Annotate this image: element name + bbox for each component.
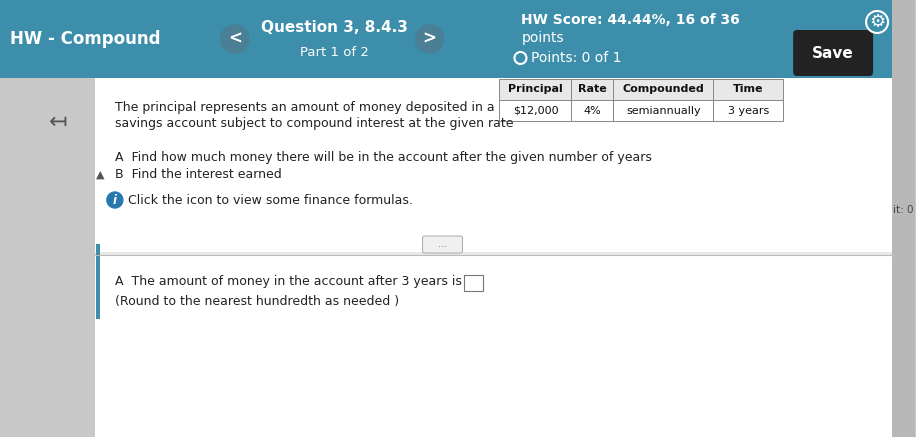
FancyBboxPatch shape bbox=[0, 0, 892, 78]
Text: ⚙: ⚙ bbox=[869, 13, 885, 31]
Text: savings account subject to compound interest at the given rate: savings account subject to compound inte… bbox=[114, 118, 513, 131]
FancyBboxPatch shape bbox=[614, 79, 714, 100]
Text: Rate: Rate bbox=[578, 84, 606, 94]
Text: The principal represents an amount of money deposited in a: The principal represents an amount of mo… bbox=[114, 101, 495, 114]
FancyBboxPatch shape bbox=[95, 255, 892, 437]
Text: Compounded: Compounded bbox=[623, 84, 704, 94]
Text: (Round to the nearest hundredth as needed ): (Round to the nearest hundredth as neede… bbox=[114, 295, 399, 308]
Text: semiannually: semiannually bbox=[626, 105, 701, 115]
Text: ▲: ▲ bbox=[95, 170, 104, 180]
FancyBboxPatch shape bbox=[614, 100, 714, 121]
FancyBboxPatch shape bbox=[96, 244, 100, 319]
Circle shape bbox=[221, 25, 249, 53]
Text: ...: ... bbox=[438, 240, 447, 249]
Text: 4%: 4% bbox=[583, 105, 601, 115]
Text: Principal: Principal bbox=[508, 84, 562, 94]
Circle shape bbox=[416, 25, 443, 53]
FancyBboxPatch shape bbox=[95, 78, 892, 437]
Text: A  The amount of money in the account after 3 years is $: A The amount of money in the account aft… bbox=[114, 275, 474, 288]
Text: points: points bbox=[521, 31, 564, 45]
FancyBboxPatch shape bbox=[714, 79, 783, 100]
Text: Part 1 of 2: Part 1 of 2 bbox=[300, 46, 369, 59]
FancyBboxPatch shape bbox=[892, 0, 915, 437]
Text: >: > bbox=[422, 30, 437, 48]
Text: B  Find the interest earned: B Find the interest earned bbox=[114, 167, 281, 180]
Text: Save: Save bbox=[812, 45, 854, 60]
FancyBboxPatch shape bbox=[793, 30, 873, 76]
Circle shape bbox=[107, 192, 123, 208]
Text: Points: 0 of 1: Points: 0 of 1 bbox=[531, 51, 622, 65]
Text: ↤: ↤ bbox=[49, 112, 67, 132]
Text: HW - Compound: HW - Compound bbox=[10, 30, 160, 48]
FancyBboxPatch shape bbox=[95, 78, 892, 252]
FancyBboxPatch shape bbox=[499, 100, 572, 121]
FancyBboxPatch shape bbox=[463, 275, 484, 291]
Text: HW Score: 44.44%, 16 of 36: HW Score: 44.44%, 16 of 36 bbox=[521, 13, 740, 27]
Text: Question 3, 8.4.3: Question 3, 8.4.3 bbox=[261, 20, 409, 35]
FancyBboxPatch shape bbox=[499, 79, 572, 100]
Text: it: 0: it: 0 bbox=[893, 205, 913, 215]
Text: Time: Time bbox=[733, 84, 763, 94]
FancyBboxPatch shape bbox=[572, 100, 614, 121]
Text: Click the icon to view some finance formulas.: Click the icon to view some finance form… bbox=[128, 194, 413, 207]
Text: $12,000: $12,000 bbox=[513, 105, 558, 115]
FancyBboxPatch shape bbox=[572, 79, 614, 100]
Text: 3 years: 3 years bbox=[727, 105, 769, 115]
Text: A  Find how much money there will be in the account after the given number of ye: A Find how much money there will be in t… bbox=[114, 150, 652, 163]
Text: <: < bbox=[228, 30, 242, 48]
FancyBboxPatch shape bbox=[714, 100, 783, 121]
FancyBboxPatch shape bbox=[422, 236, 463, 253]
Text: i: i bbox=[113, 194, 117, 207]
